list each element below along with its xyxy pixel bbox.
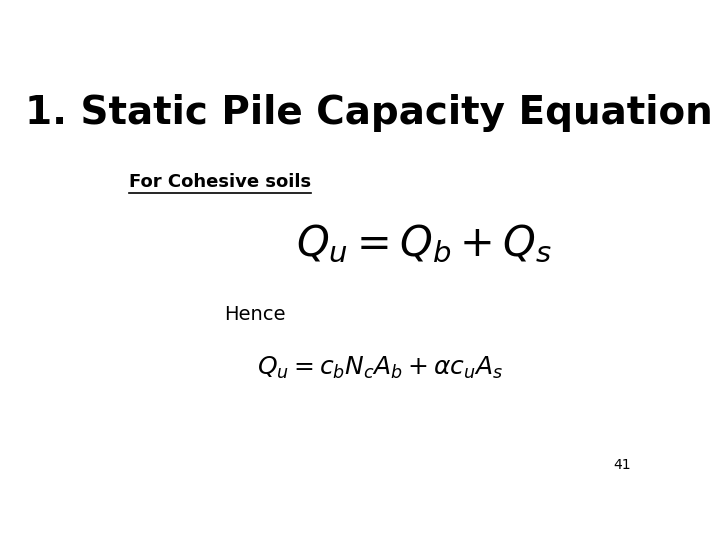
- Text: $Q_u = c_b N_c A_b + \alpha c_u A_s$: $Q_u = c_b N_c A_b + \alpha c_u A_s$: [258, 355, 503, 381]
- Text: Hence: Hence: [224, 305, 285, 324]
- Text: 41: 41: [613, 458, 631, 472]
- Text: For Cohesive soils: For Cohesive soils: [129, 173, 311, 191]
- Text: 1. Static Pile Capacity Equation: 1. Static Pile Capacity Equation: [25, 94, 713, 132]
- Text: $Q_u = Q_b +Q_s$: $Q_u = Q_b +Q_s$: [297, 222, 553, 265]
